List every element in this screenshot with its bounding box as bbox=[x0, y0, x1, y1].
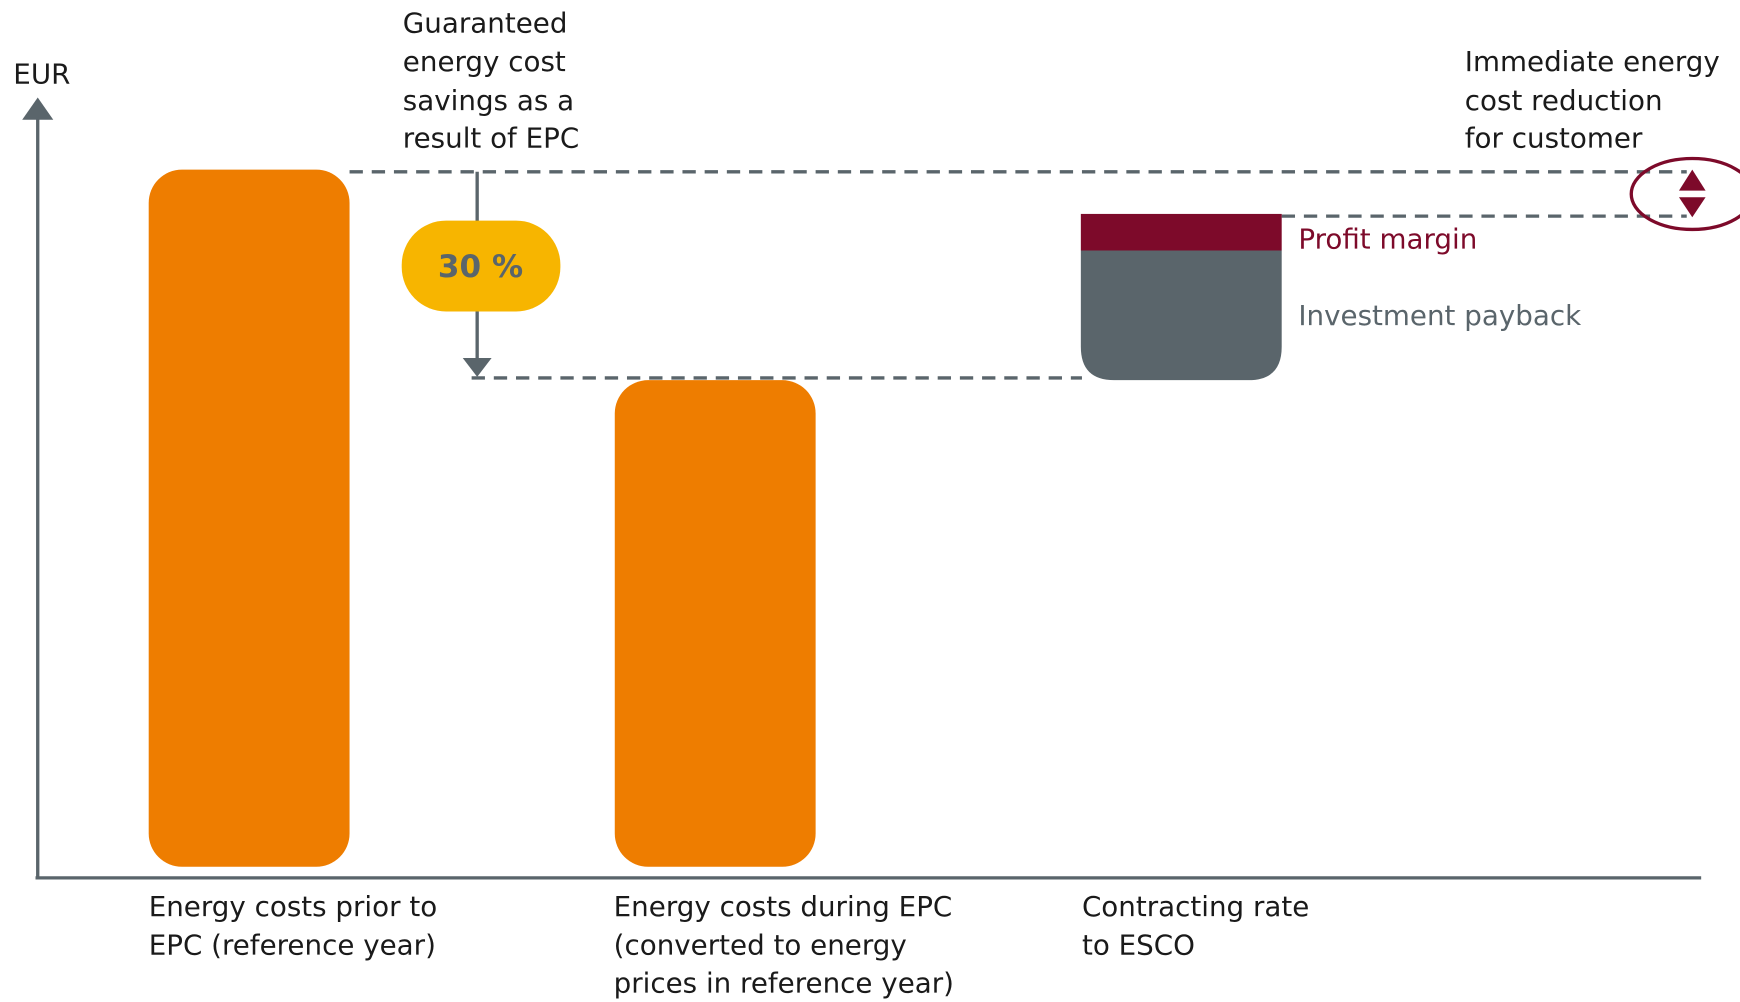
legend-label: Investment payback bbox=[1298, 299, 1581, 332]
reduction-arrow-down bbox=[1678, 197, 1706, 218]
annotation: Guaranteed bbox=[403, 6, 568, 39]
percent-badge bbox=[401, 220, 561, 312]
investment-segment bbox=[1080, 250, 1282, 381]
savings-arrow-head bbox=[462, 358, 492, 377]
annotation: savings as a bbox=[403, 84, 574, 117]
reduction-ellipse bbox=[1629, 156, 1740, 232]
y-axis-arrow bbox=[22, 97, 54, 120]
annotation: energy cost bbox=[403, 45, 566, 78]
reduction-arrow-up bbox=[1678, 169, 1706, 191]
category-label: Energy costs prior to bbox=[149, 890, 437, 923]
bar bbox=[148, 169, 350, 867]
annotation: result of EPC bbox=[403, 122, 579, 155]
annotation: Immediate energy bbox=[1465, 45, 1720, 78]
annotation: cost reduction bbox=[1465, 84, 1663, 117]
category-label: Contracting rate bbox=[1082, 890, 1309, 923]
profit-segment bbox=[1080, 213, 1282, 251]
bar bbox=[614, 380, 816, 867]
category-label: to ESCO bbox=[1082, 929, 1195, 962]
percent-label: 30 % bbox=[438, 249, 523, 285]
legend-label: Profit margin bbox=[1298, 223, 1477, 256]
category-label: (converted to energy bbox=[614, 929, 907, 962]
axis-label: EUR bbox=[13, 57, 70, 90]
category-label: prices in reference year) bbox=[614, 966, 954, 999]
annotation: for customer bbox=[1465, 122, 1643, 155]
category-label: EPC (reference year) bbox=[149, 929, 436, 962]
category-label: Energy costs during EPC bbox=[614, 890, 953, 923]
